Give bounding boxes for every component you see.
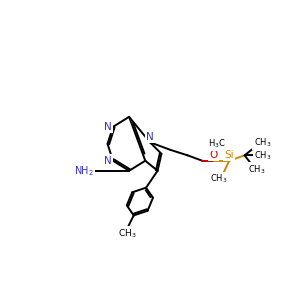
Text: CH$_3$: CH$_3$	[254, 149, 272, 162]
Text: NH$_2$: NH$_2$	[74, 164, 94, 178]
Text: H$_3$C: H$_3$C	[208, 137, 226, 150]
Text: Si: Si	[224, 150, 234, 160]
Text: N: N	[104, 122, 111, 132]
Text: CH$_3$: CH$_3$	[210, 173, 228, 185]
Text: N: N	[104, 156, 111, 166]
Text: CH$_3$: CH$_3$	[118, 228, 137, 240]
Text: N: N	[146, 132, 154, 142]
Text: CH$_3$: CH$_3$	[248, 164, 266, 176]
Text: CH$_3$: CH$_3$	[254, 136, 271, 148]
Text: O: O	[210, 150, 218, 160]
